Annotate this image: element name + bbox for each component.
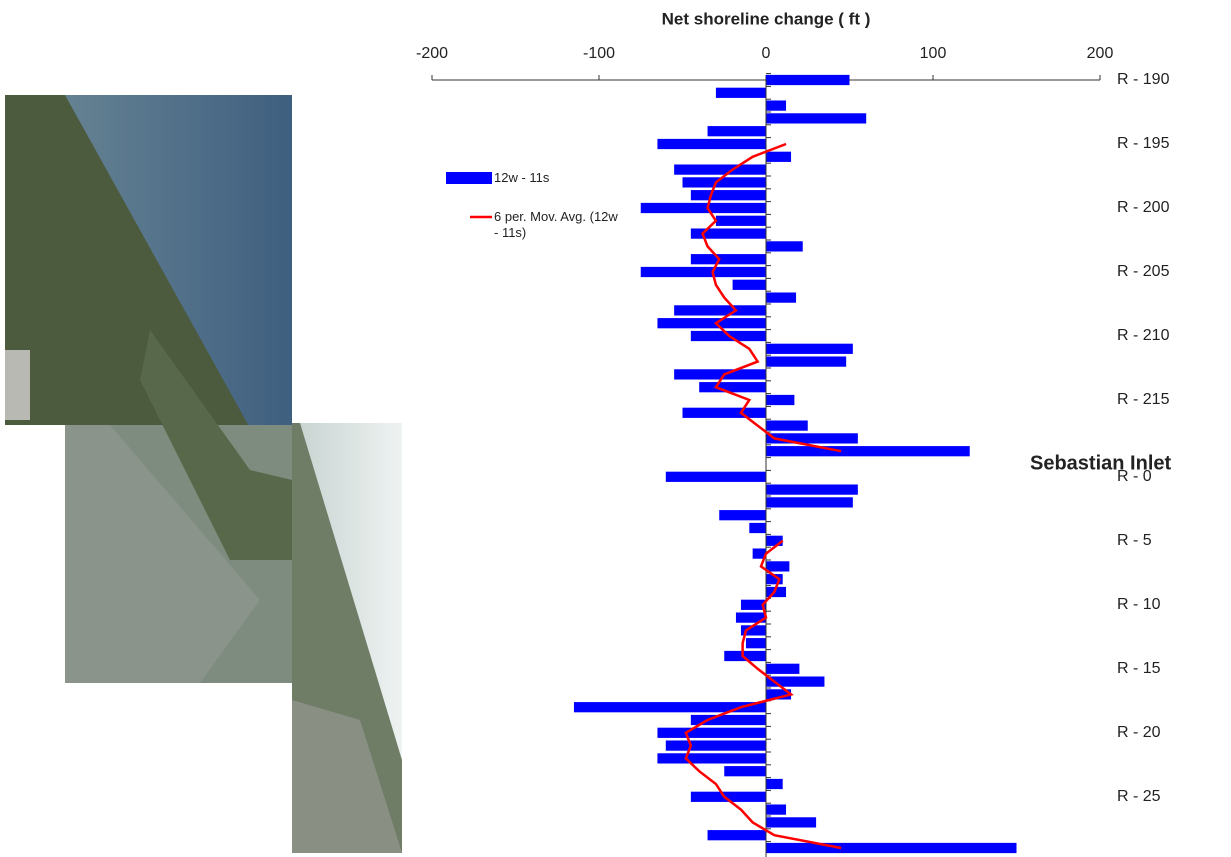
y-tick-label: R - 25 [1117, 788, 1161, 805]
bar [766, 446, 970, 456]
bar [699, 382, 766, 392]
bar [708, 126, 766, 136]
bar [708, 830, 766, 840]
chart-title: Net shoreline change ( ft ) [662, 9, 871, 28]
y-tick-label: R - 195 [1117, 135, 1170, 152]
x-tick-label: -200 [416, 45, 448, 62]
y-tick-label: R - 215 [1117, 391, 1170, 408]
bar [666, 472, 766, 482]
x-tick-label: 0 [762, 45, 771, 62]
bar [657, 139, 766, 149]
bar [766, 100, 786, 110]
bar [766, 395, 794, 405]
bar [766, 497, 853, 507]
bar [766, 779, 783, 789]
bar [657, 753, 766, 763]
bar [766, 804, 786, 814]
bar [683, 408, 767, 418]
bar [766, 356, 846, 366]
page: Net shoreline change ( ft ) -200 -100 0 100… [0, 0, 1231, 857]
bar [674, 164, 766, 174]
bar [641, 203, 766, 213]
bar [749, 523, 766, 533]
bar [674, 369, 766, 379]
aerial-photo [5, 95, 402, 853]
bar [666, 740, 766, 750]
bar [719, 510, 766, 520]
y-tick-label: R - 205 [1117, 263, 1170, 280]
legend-label: 12w - 11s [494, 170, 624, 186]
bar [766, 484, 858, 494]
bar [733, 280, 766, 290]
legend-label: 6 per. Mov. Avg. (12w - 11s) [494, 209, 624, 241]
bar [766, 536, 783, 546]
bar [766, 292, 796, 302]
x-tick-label: 200 [1087, 45, 1114, 62]
y-tick-label: R - 200 [1117, 199, 1170, 216]
chart: Net shoreline change ( ft ) -200 -100 0 100… [0, 0, 1231, 857]
bar [766, 817, 816, 827]
bar [724, 766, 766, 776]
bar [766, 241, 803, 251]
x-tick-label: -100 [583, 45, 615, 62]
y-tick-label: R - 10 [1117, 596, 1161, 613]
bar [766, 113, 866, 123]
bar [746, 638, 766, 648]
bar [683, 177, 767, 187]
bar [691, 190, 766, 200]
bar [766, 344, 853, 354]
bar [691, 254, 766, 264]
y-tick-label: R - 190 [1117, 71, 1170, 88]
y-tick-label: R - 20 [1117, 724, 1161, 741]
bar [657, 728, 766, 738]
y-tick-label: R - 210 [1117, 327, 1170, 344]
bar [574, 702, 766, 712]
bar [657, 318, 766, 328]
y-tick-label: R - 15 [1117, 660, 1161, 677]
annotation: Sebastian Inlet [1030, 452, 1171, 474]
bar [766, 420, 808, 430]
bar [766, 561, 789, 571]
bar [674, 305, 766, 315]
bar [766, 664, 799, 674]
legend-swatch [446, 172, 492, 184]
x-tick-label: 100 [920, 45, 947, 62]
bar [766, 152, 791, 162]
y-tick-label: R - 5 [1117, 532, 1152, 549]
bar [641, 267, 766, 277]
bar [766, 75, 850, 85]
bar [766, 843, 1017, 853]
bar [716, 88, 766, 98]
bar [716, 216, 766, 226]
